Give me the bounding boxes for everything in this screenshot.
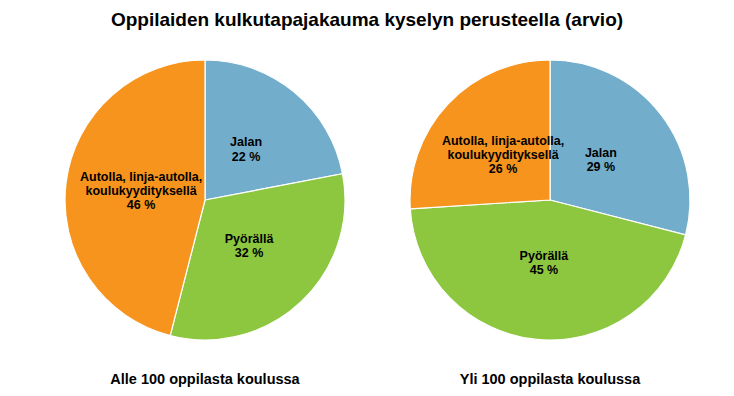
label-line: Jalan bbox=[585, 146, 617, 160]
pie-slice bbox=[410, 200, 685, 340]
label-line: koulukyydityksellä bbox=[447, 148, 558, 162]
slice-value-label: 29 % bbox=[587, 160, 616, 174]
label-line: Pyörällä bbox=[225, 232, 274, 246]
slice-category-label: Autolla, linja-autolla,koulukyydityksell… bbox=[442, 134, 564, 162]
chart-subtitle: Yli 100 oppilasta koulussa bbox=[460, 371, 641, 387]
label-line: Autolla, linja-autolla, bbox=[80, 170, 202, 184]
slice-value-label: 32 % bbox=[235, 246, 264, 260]
slice-category-label: Pyörällä bbox=[225, 232, 274, 246]
label-line: Jalan bbox=[230, 136, 262, 150]
slice-category-label: Jalan bbox=[230, 136, 262, 150]
pie bbox=[65, 60, 345, 340]
chart-canvas: Oppilaiden kulkutapajakauma kyselyn peru… bbox=[0, 0, 734, 396]
chart-subtitle: Alle 100 oppilasta koulussa bbox=[110, 371, 300, 387]
pie bbox=[410, 60, 690, 340]
slice-value-label: 46 % bbox=[127, 198, 156, 212]
label-line: Pyörällä bbox=[520, 249, 569, 263]
slice-value-label: 22 % bbox=[232, 150, 261, 164]
slice-category-label: Jalan bbox=[585, 146, 617, 160]
slice-value-label: 45 % bbox=[530, 263, 559, 277]
label-line: Autolla, linja-autolla, bbox=[442, 134, 564, 148]
slice-category-label: Autolla, linja-autolla,koulukyydityksell… bbox=[80, 170, 202, 198]
chart-title: Oppilaiden kulkutapajakauma kyselyn peru… bbox=[111, 9, 623, 30]
pie-slice bbox=[65, 60, 205, 336]
slice-value-label: 26 % bbox=[489, 162, 518, 176]
label-line: koulukyydityksellä bbox=[86, 184, 197, 198]
slice-category-label: Pyörällä bbox=[520, 249, 569, 263]
pie-labels: Jalan29 % Pyörällä45 % Autolla, linja-auto… bbox=[442, 134, 617, 277]
pie-labels: Jalan22 % Pyörällä32 % Autolla, linja-auto… bbox=[80, 136, 273, 261]
